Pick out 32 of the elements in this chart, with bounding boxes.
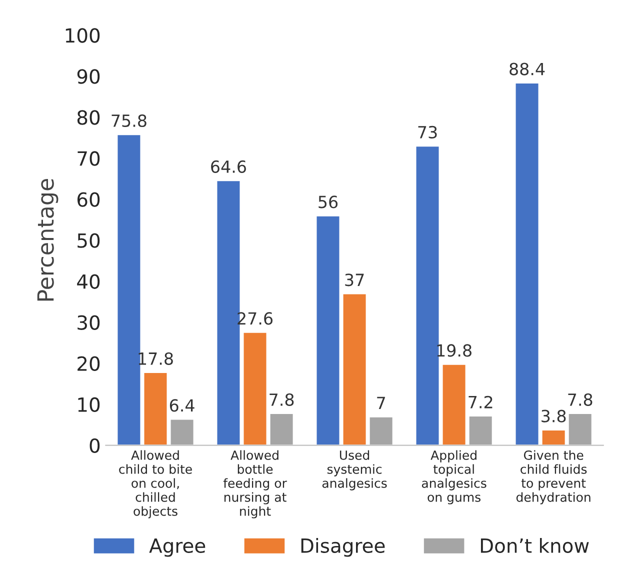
x-tick-label: Allowed child to bite on cool, chilled objects [119,450,192,518]
legend-label: Agree [149,538,206,557]
x-tick-label: Applied topical analgesics on gums [422,450,486,504]
y-tick-label: 60 [77,192,100,207]
data-label: 3.8 [542,410,566,422]
data-label: 75.8 [112,114,146,128]
data-label: 7.2 [468,396,492,408]
legend-label: Disagree [301,538,385,557]
x-tick-label: Used systemic analgesics [322,450,387,490]
x-tick-label: Allowed bottle feeding or nursing at night [223,450,287,518]
y-tick-label: 30 [78,315,100,330]
y-tick-label: 80 [77,110,100,125]
y-tick-label: 10 [78,397,100,412]
data-label: 7.8 [270,393,294,406]
legend-label: Don’t know [480,538,589,554]
y-tick-label: 90 [77,69,100,84]
y-tick-label: 100 [66,28,100,43]
x-tick-label: Given the child fluids to prevent dehydration [516,450,590,504]
data-label: 7.8 [568,393,592,406]
data-label: 73 [418,126,437,139]
data-label: 37 [345,274,364,286]
y-tick-label: 40 [77,274,100,289]
y-axis-title: Percentage [37,178,58,301]
data-label: 7 [377,396,385,410]
y-tick-label: 20 [78,356,100,371]
data-label: 88.4 [510,62,545,76]
y-tick-label: 70 [78,151,100,166]
data-label: 64.6 [211,160,246,173]
y-tick-label: 0 [90,438,100,454]
data-label: 6.4 [170,399,194,412]
data-label: 56 [318,196,338,208]
y-tick-label: 50 [78,233,100,248]
